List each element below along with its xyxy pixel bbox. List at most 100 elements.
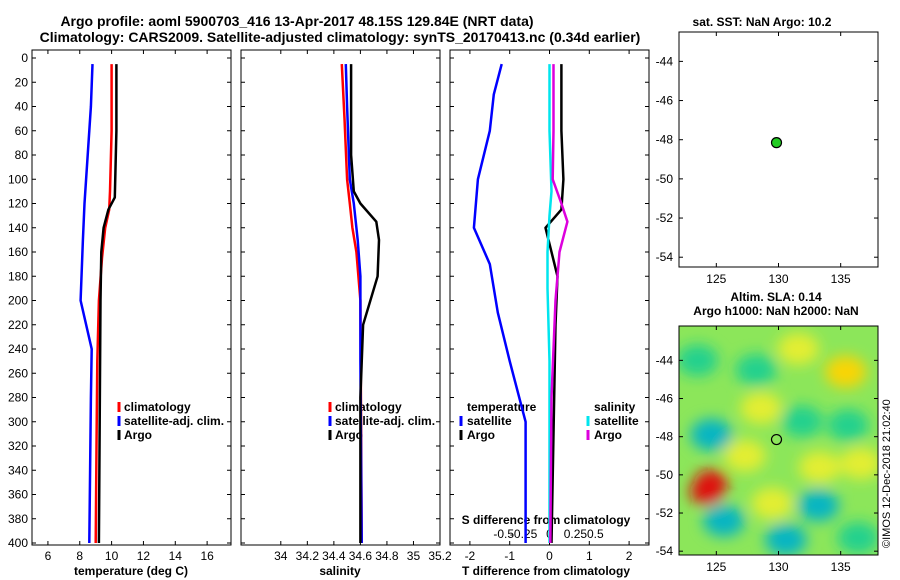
legend-title-temperature: temperature (467, 400, 537, 414)
x-tick-label: 34.6 (349, 549, 373, 563)
legend-label-t-argo: Argo (467, 428, 495, 442)
map-y-tick-label: -46 (656, 392, 674, 406)
map-y-tick-label: -46 (656, 94, 674, 108)
legend-label-argo: Argo (335, 428, 363, 442)
sla-map-title-1: Altim. SLA: 0.14 (730, 290, 822, 304)
map-x-tick-label: 130 (768, 560, 788, 574)
difference-legend: temperature satellite Argo salinity sate… (459, 400, 639, 442)
x-tick-label: 34.8 (375, 549, 399, 563)
argo-location-marker (770, 433, 783, 446)
imos-stamp: ©IMOS 12-Dec-2018 21:02:40 (881, 399, 893, 548)
y-tick-label: 200 (8, 294, 28, 308)
argo-location-marker (770, 137, 783, 149)
sla-anomaly-blob (679, 344, 719, 377)
legend-label-climatology: climatology (335, 400, 402, 414)
sla-anomaly-blob (702, 504, 745, 537)
sla-anomaly-blob (765, 523, 807, 555)
sla-anomaly-blob (740, 392, 782, 425)
legend-label-climatology: climatology (124, 400, 191, 414)
y-tick-label: 340 (8, 463, 28, 477)
temperature-xlabel: temperature (deg C) (74, 564, 188, 578)
x-tick-label: 35 (407, 549, 421, 563)
y-tick-label: 320 (8, 439, 28, 453)
series-line-argo (97, 64, 118, 544)
legend-title-salinity: salinity (594, 400, 636, 414)
series-line-satellite-adj-clim- (344, 64, 363, 544)
legend-label-s-satellite: satellite (594, 414, 639, 428)
x-tick-label: 34.2 (296, 549, 320, 563)
y-tick-label: 0 (21, 51, 28, 65)
y-tick-label: 160 (8, 245, 28, 259)
x-tick-label: 6 (45, 549, 52, 563)
x-tick-label: 2 (626, 549, 633, 563)
s-tick-label: -0.5 (493, 527, 514, 541)
sla-anomaly-blob (798, 451, 841, 484)
y-tick-label: 220 (8, 318, 28, 332)
map-y-tick-label: -48 (656, 430, 674, 444)
sla-anomaly-blob (839, 447, 878, 480)
y-tick-label: 360 (8, 488, 28, 502)
y-tick-label: 300 (8, 415, 28, 429)
map-y-tick-label: -52 (656, 506, 674, 520)
map-y-tick-label: -54 (656, 544, 674, 558)
salinity-xlabel: salinity (319, 564, 361, 578)
y-tick-label: 180 (8, 269, 28, 283)
sla-anomaly-blob (689, 479, 724, 506)
map-x-tick-label: 130 (768, 272, 788, 286)
sla-anomaly-blob (781, 405, 823, 438)
y-tick-label: 40 (15, 100, 29, 114)
x-tick-label: -2 (465, 549, 476, 563)
x-tick-label: 16 (200, 549, 214, 563)
x-tick-label: 8 (76, 549, 83, 563)
sla-anomaly-blob (724, 439, 766, 472)
map-markers (770, 137, 783, 446)
sla-anomaly-blob (827, 409, 869, 442)
y-tick-label: 100 (8, 172, 28, 186)
sla-anomaly-blob (837, 521, 878, 554)
series-line-s-argo (549, 64, 569, 544)
y-tick-label: 380 (8, 512, 28, 526)
map-y-tick-label: -54 (656, 250, 674, 264)
y-tick-label: 20 (15, 75, 29, 89)
legend-label-argo: Argo (124, 428, 152, 442)
map-y-tick-label: -50 (656, 468, 674, 482)
x-tick-label: 14 (169, 549, 183, 563)
title-line-2: Climatology: CARS2009. Satellite-adjuste… (40, 29, 641, 45)
map-y-tick-label: -52 (656, 211, 674, 225)
difference-xlabel: T difference from climatology (462, 564, 630, 578)
series-line-satellite-adj-clim- (79, 64, 94, 544)
map-x-tick-label: 135 (831, 560, 851, 574)
series-line-climatology (94, 64, 113, 544)
map-y-tick-label: -44 (656, 353, 674, 367)
temperature-legend: climatology satellite-adj. clim. Argo (117, 400, 224, 442)
sla-anomaly-blob (797, 489, 840, 522)
sla-anomaly-blob (735, 353, 777, 386)
sst-map-axes (678, 31, 879, 268)
map-y-tick-label: -50 (656, 172, 674, 186)
map-x-tick-label: 135 (831, 272, 851, 286)
s-tick-label: -0.25 (510, 527, 538, 541)
x-tick-label: 12 (137, 549, 151, 563)
salinity-axes (240, 49, 441, 546)
sla-anomaly-blob (777, 332, 820, 365)
y-tick-label: 120 (8, 197, 28, 211)
y-tick-label: 280 (8, 391, 28, 405)
s-difference-axis-label: S difference from climatology (462, 513, 631, 527)
y-tick-label: 400 (8, 536, 28, 550)
x-tick-label: 34.4 (322, 549, 346, 563)
sla-anomaly-blob (690, 418, 733, 451)
salinity-legend: climatology satellite-adj. clim. Argo (328, 400, 435, 442)
axis-ticks: 0204060801001201401601802002202402602803… (8, 32, 878, 574)
map-x-tick-label: 125 (706, 272, 726, 286)
legend-label-satellite: satellite-adj. clim. (124, 414, 224, 428)
y-tick-label: 60 (15, 124, 29, 138)
temperature-axes (31, 49, 232, 546)
map-y-tick-label: -44 (656, 54, 674, 68)
y-tick-label: 140 (8, 221, 28, 235)
legend-label-t-satellite: satellite (467, 414, 512, 428)
sla-map-title-2: Argo h1000: NaN h2000: NaN (693, 304, 858, 318)
sst-map-title: sat. SST: NaN Argo: 10.2 (693, 15, 832, 29)
x-tick-label: -1 (504, 549, 515, 563)
map-y-tick-label: -48 (656, 133, 674, 147)
